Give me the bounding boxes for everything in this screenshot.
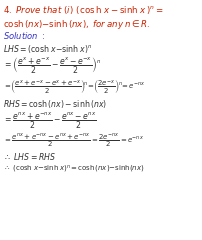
Text: $= \left(\dfrac{e^{x}+e^{-x}}{2} - \dfrac{e^{x}-e^{-x}}{2}\right)^{n}$: $= \left(\dfrac{e^{x}+e^{-x}}{2} - \dfra…: [3, 56, 101, 76]
Text: $= \dfrac{e^{nx}+e^{-nx}}{2} - \dfrac{e^{nx}-e^{nx}}{2}$: $= \dfrac{e^{nx}+e^{-nx}}{2} - \dfrac{e^…: [3, 111, 97, 132]
Text: $\it{\mathrm{cosh}\,(nx){-}\mathrm{sinh}\,(nx),\;for\;any\;n{\in}R.}$: $\it{\mathrm{cosh}\,(nx){-}\mathrm{sinh}…: [3, 18, 150, 31]
Text: $\it{4.\ Prove\ that\ (i)\ (\,\mathrm{cos\,h}\;x - \mathrm{sinh}\;x\,)^n =}$: $\it{4.\ Prove\ that\ (i)\ (\,\mathrm{co…: [3, 4, 164, 16]
Text: $\therefore\ (\mathrm{cosh}\;x{-}\mathrm{sinh}\;x)^n\!=\mathrm{cosh}\,(nx){-}\ma: $\therefore\ (\mathrm{cosh}\;x{-}\mathrm…: [3, 164, 145, 175]
Text: $\it{Solution\ :}$: $\it{Solution\ :}$: [3, 30, 45, 41]
Text: $RHS = \mathrm{cosh}\,(nx) - \mathrm{sinh}\,(nx)$: $RHS = \mathrm{cosh}\,(nx) - \mathrm{sin…: [3, 98, 107, 110]
Text: $\therefore\ LHS = RHS$: $\therefore\ LHS = RHS$: [3, 151, 56, 162]
Text: $LHS = (\mathrm{cosh}\;x{-}\mathrm{sinh}\;x)^n$: $LHS = (\mathrm{cosh}\;x{-}\mathrm{sinh}…: [3, 43, 93, 55]
Text: $=\dfrac{e^{nx}+e^{-nx}-e^{nx}+e^{-nx}}{2} = \dfrac{2e^{-nx}}{2} = e^{-nx}$: $=\dfrac{e^{nx}+e^{-nx}-e^{nx}+e^{-nx}}{…: [3, 133, 144, 150]
Text: $=\!\left(\dfrac{e^{x}+e^{-x}-e^{x}+e^{-x}}{2}\right)^{\!n}\!=\!\left(\dfrac{2e^: $=\!\left(\dfrac{e^{x}+e^{-x}-e^{x}+e^{-…: [3, 78, 146, 95]
